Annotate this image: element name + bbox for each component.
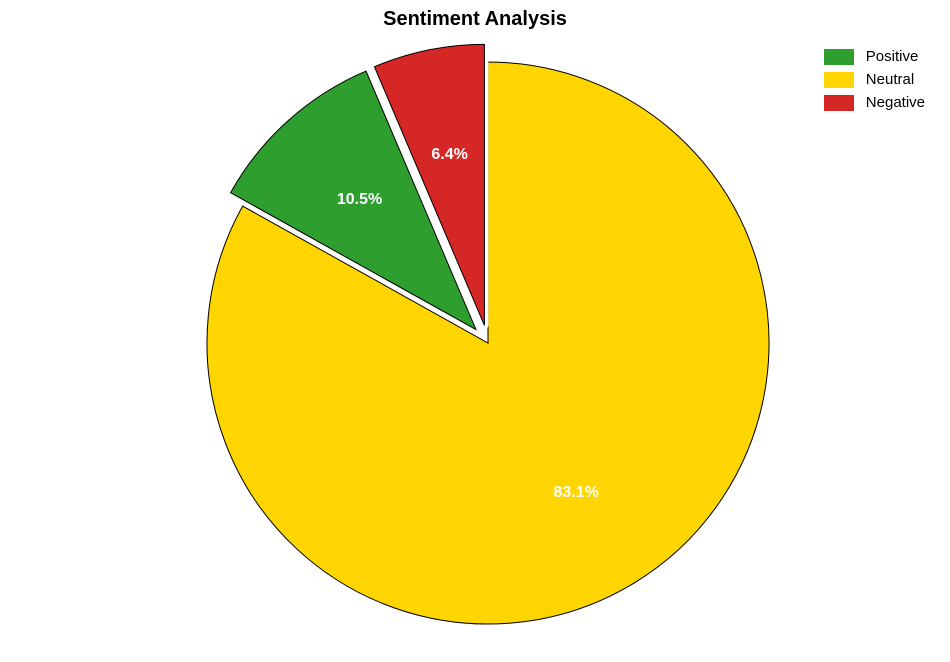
legend-swatch-positive <box>824 49 854 65</box>
legend-label-positive: Positive <box>866 48 919 65</box>
legend-item-negative: Negative <box>824 94 925 111</box>
legend-label-neutral: Neutral <box>866 71 914 88</box>
legend-swatch-negative <box>824 95 854 111</box>
legend-item-positive: Positive <box>824 48 925 65</box>
pie-label-neutral: 83.1% <box>554 484 599 502</box>
pie-label-negative: 6.4% <box>431 146 467 164</box>
legend-swatch-neutral <box>824 72 854 88</box>
pie-svg <box>0 0 950 662</box>
legend: Positive Neutral Negative <box>824 48 925 117</box>
legend-label-negative: Negative <box>866 94 925 111</box>
pie-label-positive: 10.5% <box>337 191 382 209</box>
sentiment-pie-chart: Sentiment Analysis Positive Neutral Nega… <box>0 0 950 662</box>
legend-item-neutral: Neutral <box>824 71 925 88</box>
